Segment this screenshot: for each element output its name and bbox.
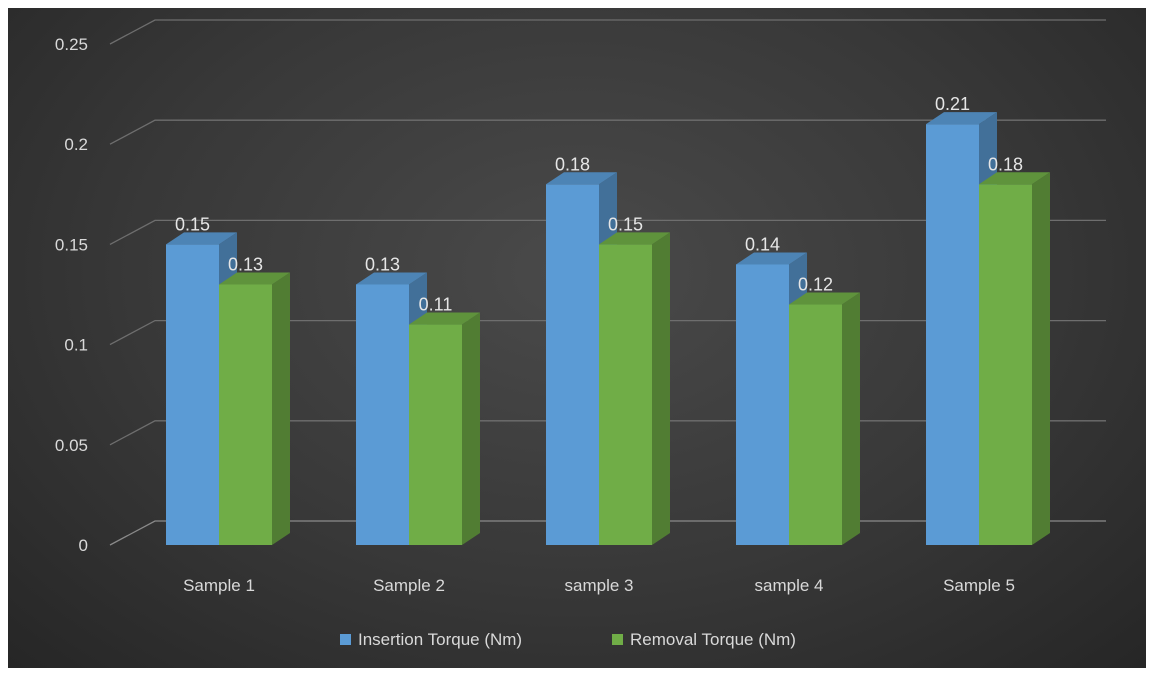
- data-label: 0.13: [228, 254, 263, 274]
- legend-label-insertion: Insertion Torque (Nm): [358, 630, 522, 649]
- legend-label-removal: Removal Torque (Nm): [630, 630, 796, 649]
- y-axis-ticks: 0 0.05 0.1 0.15 0.2 0.25: [55, 35, 88, 555]
- y-tick-label: 0.2: [64, 135, 88, 154]
- y-tick-label: 0: [79, 536, 88, 555]
- data-label: 0.18: [555, 154, 590, 174]
- data-label: 0.11: [419, 295, 453, 315]
- gridlines: [109, 19, 1106, 546]
- data-label: 0.13: [365, 254, 400, 274]
- gridline: [109, 19, 1106, 45]
- data-label: 0.15: [175, 214, 210, 234]
- data-labels: 0.15 0.13 0.13 0.11 0.18 0.15 0.14 0.12 0.21 0.18: [175, 94, 1023, 314]
- bar: [219, 272, 290, 545]
- bar: [979, 172, 1050, 545]
- legend-swatch-insertion: [340, 634, 351, 645]
- bar: [599, 232, 670, 545]
- y-tick-label: 0.1: [64, 336, 88, 355]
- x-tick-label: Sample 1: [183, 576, 255, 595]
- bar: [789, 292, 860, 545]
- y-tick-label: 0.05: [55, 436, 88, 455]
- x-tick-label: Sample 2: [373, 576, 445, 595]
- x-tick-label: sample 4: [755, 576, 824, 595]
- data-label: 0.15: [608, 214, 643, 234]
- legend: Insertion Torque (Nm) Removal Torque (Nm…: [340, 630, 796, 649]
- gridline: [109, 219, 1106, 245]
- data-label: 0.18: [988, 154, 1023, 174]
- bar: [409, 312, 480, 545]
- data-label: 0.14: [745, 234, 780, 254]
- x-axis-ticks: Sample 1 Sample 2 sample 3 sample 4 Sample 5: [183, 576, 1015, 595]
- data-label: 0.12: [798, 275, 833, 295]
- y-tick-label: 0.25: [55, 35, 88, 54]
- x-tick-label: sample 3: [565, 576, 634, 595]
- bars: [166, 112, 1050, 545]
- legend-swatch-removal: [612, 634, 623, 645]
- y-tick-label: 0.15: [55, 235, 88, 254]
- data-label: 0.21: [935, 94, 970, 114]
- gridline: [109, 119, 1106, 145]
- x-tick-label: Sample 5: [943, 576, 1015, 595]
